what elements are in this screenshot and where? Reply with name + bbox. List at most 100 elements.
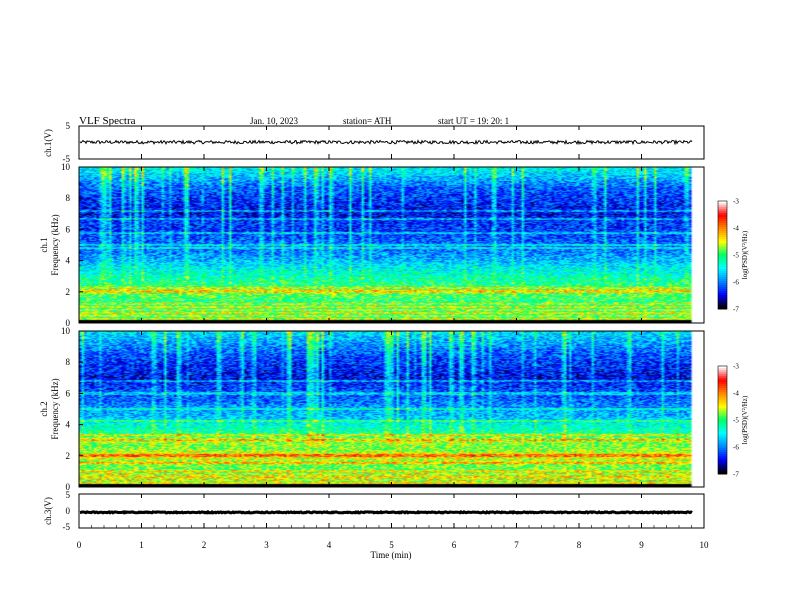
ch1-colorbar-swatch (718, 281, 727, 284)
ch2-colorbar-swatch (718, 468, 727, 471)
ch2-colorbar-swatch (718, 410, 727, 413)
ch1-colorbar-swatch (718, 257, 727, 260)
ch2-colorbar-swatch (718, 368, 727, 371)
ch2-colorbar-swatch (718, 448, 727, 451)
ch2-colorbar-tick: -5 (733, 417, 739, 425)
ch3-ylabel: ch.3(V) (43, 497, 53, 525)
ch1-colorbar-swatch (718, 215, 727, 218)
time-axis-tick-label: 6 (452, 540, 457, 550)
station-label: station= ATH (343, 116, 392, 126)
ch2-colorbar-swatch (718, 380, 727, 383)
ch1-colorbar-swatch (718, 253, 727, 256)
ch1-colorbar-swatch (718, 249, 727, 252)
ch1-ytick-bottom: -5 (63, 154, 71, 164)
ch2-colorbar-swatch (718, 470, 727, 473)
date-label: Jan. 10, 2023 (250, 116, 298, 126)
ch1-spectrogram-yticks: 0 2 4 6 8 10 (61, 162, 83, 328)
time-axis-label: Time (min) (371, 550, 412, 560)
ch1-spectrogram-panel: 0 2 4 6 8 10 ch.1 Frequency (kHz) -3 -4 -5 -6 -7 l… (39, 162, 749, 328)
ch2-colorbar-frame (717, 365, 728, 475)
ch1-colorbar-swatch (718, 301, 727, 304)
ch2-spectrogram-ytick-label: 6 (66, 388, 71, 398)
ch1-colorbar-swatch (718, 203, 727, 206)
ch1-colorbar-swatch (718, 269, 727, 272)
ch1-colorbar-swatch (718, 235, 727, 238)
ch1-colorbar-swatch (718, 283, 727, 286)
ch1-colorbar-swatch (718, 231, 727, 234)
ch1-colorbar-swatch (718, 211, 727, 214)
ch2-colorbar-swatch (718, 442, 727, 445)
ch2-colorbar-swatch (718, 434, 727, 437)
ch2-colorbar-swatch (718, 400, 727, 403)
ch1-colorbar-swatch (718, 307, 727, 310)
ch2-colorbar-swatch (718, 420, 727, 423)
ch1-colorbar-swatch (718, 305, 727, 308)
ch1-colorbar-swatch (718, 285, 727, 288)
ch2-colorbar-swatch (718, 382, 727, 385)
ch1-colorbar-swatch (718, 221, 727, 224)
ch2-colorbar-swatch (718, 444, 727, 447)
time-axis: 0 1 2 3 4 5 6 7 8 9 10 (77, 126, 709, 550)
ch2-colorbar-swatch (718, 388, 727, 391)
ch2-colorbar-swatch (718, 370, 727, 373)
ch1-colorbar-swatch (718, 237, 727, 240)
ch2-colorbar-swatch (718, 418, 727, 421)
ch2-spectrogram-ylabel: Frequency (kHz) (50, 378, 60, 439)
ch1-colorbar-swatch (718, 275, 727, 278)
ch2-colorbar-swatch (718, 466, 727, 469)
ch1-colorbar-swatch (718, 229, 727, 232)
ch2-colorbar-swatch (718, 398, 727, 401)
ch2-colorbar-swatch (718, 460, 727, 463)
ch2-colorbar-swatch (718, 458, 727, 461)
ch2-colorbar-swatch (718, 396, 727, 399)
ch1-colorbar-swatch (718, 299, 727, 302)
ch2-spectrogram-ytick-label: 10 (61, 326, 71, 336)
ch1-colorbar-swatch (718, 223, 727, 226)
ch1-colorbar-swatch (718, 303, 727, 306)
ch1-spectrogram-ytick-label: 2 (66, 287, 71, 297)
ch2-colorbar-label: log(PSD)(V²/Hz) (741, 395, 749, 444)
time-axis-tick-label: 10 (700, 540, 710, 550)
ch2-spectrogram-yticks: 0 2 4 6 8 10 (61, 326, 83, 492)
ch2-colorbar: -3 -4 -5 -6 -7 log(PSD)(V²/Hz) (717, 363, 749, 479)
ch1-colorbar-swatch (718, 245, 727, 248)
ch2-spectrogram-ytick-label: 0 (66, 482, 71, 492)
time-axis-tick-label: 4 (327, 540, 332, 550)
ch2-colorbar-swatch (718, 408, 727, 411)
ch1-colorbar-swatch (718, 297, 727, 300)
ch2-colorbar-swatch (718, 384, 727, 387)
ch2-colorbar-tick: -7 (733, 471, 739, 479)
ch3-trace (79, 509, 693, 515)
ch3-ytick-mid: 0 (66, 506, 71, 516)
ch1-colorbar-tick: -5 (733, 252, 739, 260)
ch1-waveform-panel: 5 -5 ch.1(V) (43, 121, 705, 164)
ch2-spectrogram-ytick-label: 4 (66, 420, 71, 430)
ch1-colorbar-swatch (718, 295, 727, 298)
ch3-waveform-panel: 5 0 -5 ch.3(V) (43, 490, 705, 532)
ch1-ytick-top: 5 (66, 121, 71, 131)
ch1-colorbar-tick: -3 (733, 198, 739, 206)
ch2-colorbar-swatch (718, 374, 727, 377)
ch1-colorbar-swatch (718, 271, 727, 274)
ch2-colorbar-swatch (718, 378, 727, 381)
ch2-colorbar-swatch (718, 390, 727, 393)
ch2-colorbar-swatch (718, 464, 727, 467)
time-axis-tick-label: 9 (639, 540, 644, 550)
ch2-colorbar-swatch (718, 422, 727, 425)
ch1-colorbar-swatch (718, 247, 727, 250)
ch1-colorbar-swatch (718, 261, 727, 264)
ch2-colorbar-tick: -6 (733, 444, 739, 452)
ch2-spectrogram-image (79, 331, 704, 487)
ch1-spectrogram-ylabel: Frequency (kHz) (50, 214, 60, 275)
ch1-colorbar-label: log(PSD)(V²/Hz) (741, 230, 749, 279)
ch2-colorbar-swatch (718, 366, 727, 369)
ch1-colorbar-swatch (718, 243, 727, 246)
ch1-colorbar: -3 -4 -5 -6 -7 log(PSD)(V²/Hz) (717, 198, 749, 314)
ch2-colorbar-swatch (718, 426, 727, 429)
ch1-colorbar-swatch (718, 205, 727, 208)
ch1-colorbar-swatch (718, 277, 727, 280)
ch1-colorbar-swatch (718, 227, 727, 230)
ch1-colorbar-swatch (718, 267, 727, 270)
ch2-colorbar-swatch (718, 404, 727, 407)
